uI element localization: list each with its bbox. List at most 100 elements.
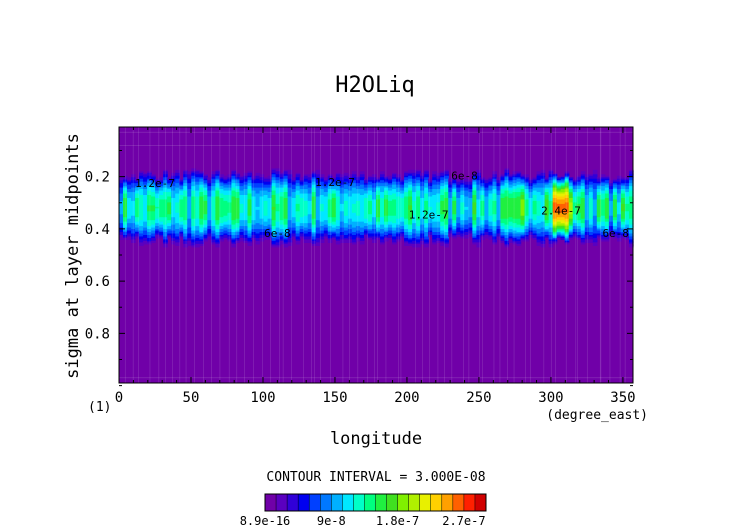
field-cell [544, 190, 550, 193]
field-cell [436, 196, 441, 199]
field-cell [183, 181, 188, 184]
field-cell [215, 205, 220, 208]
field-cell [195, 233, 200, 236]
field-cell [524, 209, 530, 212]
field-cell [219, 239, 225, 242]
field-cell [207, 236, 212, 239]
field-cell [147, 218, 152, 221]
field-cell [392, 181, 397, 184]
field-cell [400, 220, 405, 223]
field-cell [227, 232, 233, 235]
field-cell [476, 199, 482, 202]
field-cell [532, 200, 538, 204]
field-cell [412, 215, 417, 218]
field-cell [540, 214, 546, 217]
field-cell [143, 240, 148, 243]
field-cell [351, 229, 357, 232]
field-cell [376, 177, 381, 180]
field-cell [484, 187, 490, 190]
field-cell [524, 197, 530, 201]
field-cell [484, 202, 490, 205]
field-cell [492, 183, 498, 186]
field-cell [524, 217, 530, 220]
field-cell [271, 171, 277, 174]
field-cell [512, 229, 518, 232]
field-cell [267, 180, 273, 183]
field-cell [319, 215, 325, 218]
field-cell [460, 226, 465, 229]
field-cell [199, 239, 204, 242]
field-cell [127, 215, 132, 218]
field-cell [195, 206, 200, 209]
field-cell [271, 193, 277, 196]
field-cell [219, 199, 225, 202]
field-cell [380, 221, 385, 224]
field-cell [143, 175, 148, 178]
field-cell [199, 172, 204, 175]
field-cell [203, 237, 208, 241]
field-cell [267, 193, 273, 196]
field-cell [227, 202, 233, 205]
field-cell [448, 206, 453, 209]
field-cell [424, 181, 429, 184]
field-cell [215, 214, 220, 217]
field-cell [263, 223, 269, 226]
field-cell [335, 190, 341, 193]
field-cell [239, 226, 245, 229]
field-cell [388, 221, 393, 224]
field-cell [299, 221, 305, 224]
field-cell [135, 192, 140, 195]
field-cell [295, 197, 301, 201]
field-cell [456, 226, 461, 229]
field-cell [339, 208, 345, 211]
field-cell [380, 206, 385, 209]
field-cell [227, 203, 233, 206]
field-cell [464, 233, 469, 236]
field-cell [203, 183, 208, 186]
field-cell [151, 236, 156, 239]
field-cell [380, 215, 385, 218]
field-cell [159, 220, 164, 223]
field-cell [123, 237, 128, 241]
field-cell [287, 209, 293, 212]
field-cell [251, 230, 257, 233]
field-cell [267, 200, 273, 204]
field-cell [404, 208, 409, 211]
field-cell [472, 200, 477, 204]
field-cell [235, 202, 241, 205]
field-cell [424, 202, 429, 205]
field-cell [163, 232, 168, 235]
field-cell [339, 236, 345, 239]
field-cell [472, 183, 477, 186]
field-cell [159, 187, 164, 190]
field-cell [131, 224, 136, 227]
field-cell [211, 200, 216, 204]
field-cell [183, 236, 188, 239]
field-cell [380, 234, 385, 238]
field-cell [416, 180, 421, 183]
field-cell [175, 242, 180, 245]
field-cell [500, 233, 506, 236]
field-cell [540, 223, 546, 226]
field-cell [452, 224, 457, 227]
field-cell [548, 236, 554, 239]
field-cell [203, 206, 208, 209]
field-cell [548, 180, 554, 183]
field-cell [295, 242, 301, 245]
field-cell [436, 197, 441, 201]
field-cell [512, 223, 518, 226]
field-cell [544, 180, 550, 183]
field-cell [199, 186, 204, 189]
field-cell [408, 221, 413, 224]
field-cell [548, 172, 554, 175]
field-cell [452, 187, 457, 190]
field-cell [327, 178, 333, 181]
field-cell [251, 192, 257, 195]
field-cell [335, 181, 341, 184]
field-cell [508, 237, 514, 241]
field-cell [367, 177, 373, 180]
field-cell [147, 240, 152, 243]
field-cell [127, 221, 132, 224]
field-cell [376, 230, 381, 233]
field-cell [347, 197, 353, 201]
